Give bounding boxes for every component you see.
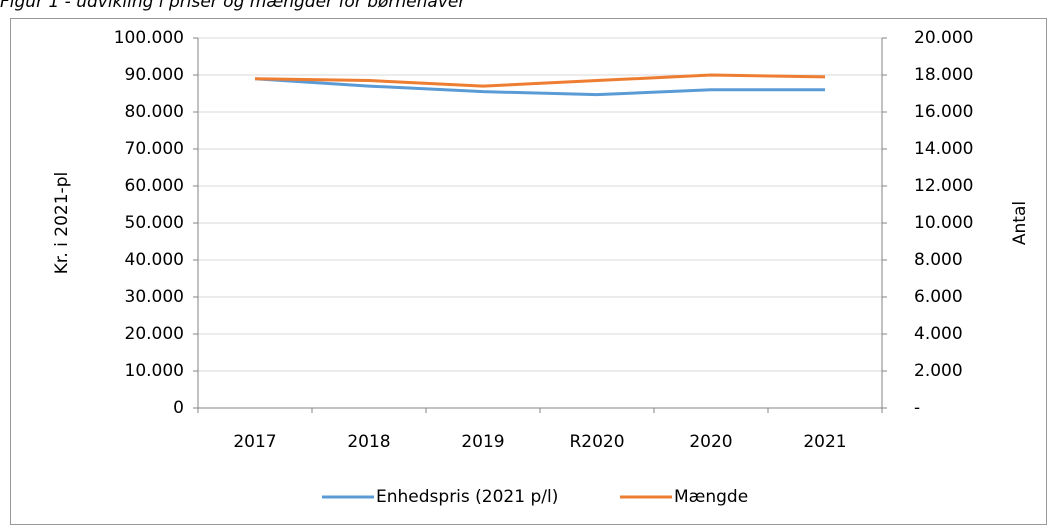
y-tick-label: 90.000 bbox=[125, 65, 184, 85]
series-line bbox=[254, 73, 826, 88]
chart-border bbox=[10, 18, 1047, 525]
y-tick-label: 20.000 bbox=[125, 324, 184, 344]
chart-title: Figur 1 - udvikling i priser og mængder … bbox=[0, 0, 466, 12]
y-axis-label: Kr. i 2021-pl bbox=[52, 172, 72, 274]
y-tick-label: 10.000 bbox=[125, 361, 184, 381]
y2-tick-label: 2.000 bbox=[914, 361, 963, 381]
legend-label: Mængde bbox=[674, 487, 748, 507]
x-tick-label: 2020 bbox=[689, 432, 732, 452]
y2-tick-label: 14.000 bbox=[914, 139, 973, 159]
y2-tick-label: 6.000 bbox=[914, 287, 963, 307]
y2-tick-label: 20.000 bbox=[914, 28, 973, 48]
x-tick-label: 2018 bbox=[347, 432, 390, 452]
y-tick-label: 100.000 bbox=[114, 28, 184, 48]
y2-tick-label: 10.000 bbox=[914, 213, 973, 233]
y-tick-label: 0 bbox=[173, 398, 184, 418]
y-tick-label: 70.000 bbox=[125, 139, 184, 159]
y2-axis-label: Antal bbox=[1010, 201, 1030, 245]
y-tick-label: 40.000 bbox=[125, 250, 184, 270]
x-tick-label: 2017 bbox=[233, 432, 276, 452]
x-tick-label: 2019 bbox=[461, 432, 504, 452]
x-tick-label: 2021 bbox=[803, 432, 846, 452]
y-tick-label: 30.000 bbox=[125, 287, 184, 307]
y-tick-label: 80.000 bbox=[125, 102, 184, 122]
y2-tick-label: 8.000 bbox=[914, 250, 963, 270]
y2-tick-label: 18.000 bbox=[914, 65, 973, 85]
series-line bbox=[254, 77, 825, 97]
y2-tick-label: 12.000 bbox=[914, 176, 973, 196]
legend-label: Enhedspris (2021 p/l) bbox=[376, 487, 558, 507]
x-tick-label: R2020 bbox=[569, 432, 624, 452]
y-tick-label: 60.000 bbox=[125, 176, 184, 196]
y2-tick-label: 4.000 bbox=[914, 324, 963, 344]
y2-tick-label: 16.000 bbox=[914, 102, 973, 122]
y2-tick-label: - bbox=[914, 398, 920, 418]
y-tick-label: 50.000 bbox=[125, 213, 184, 233]
